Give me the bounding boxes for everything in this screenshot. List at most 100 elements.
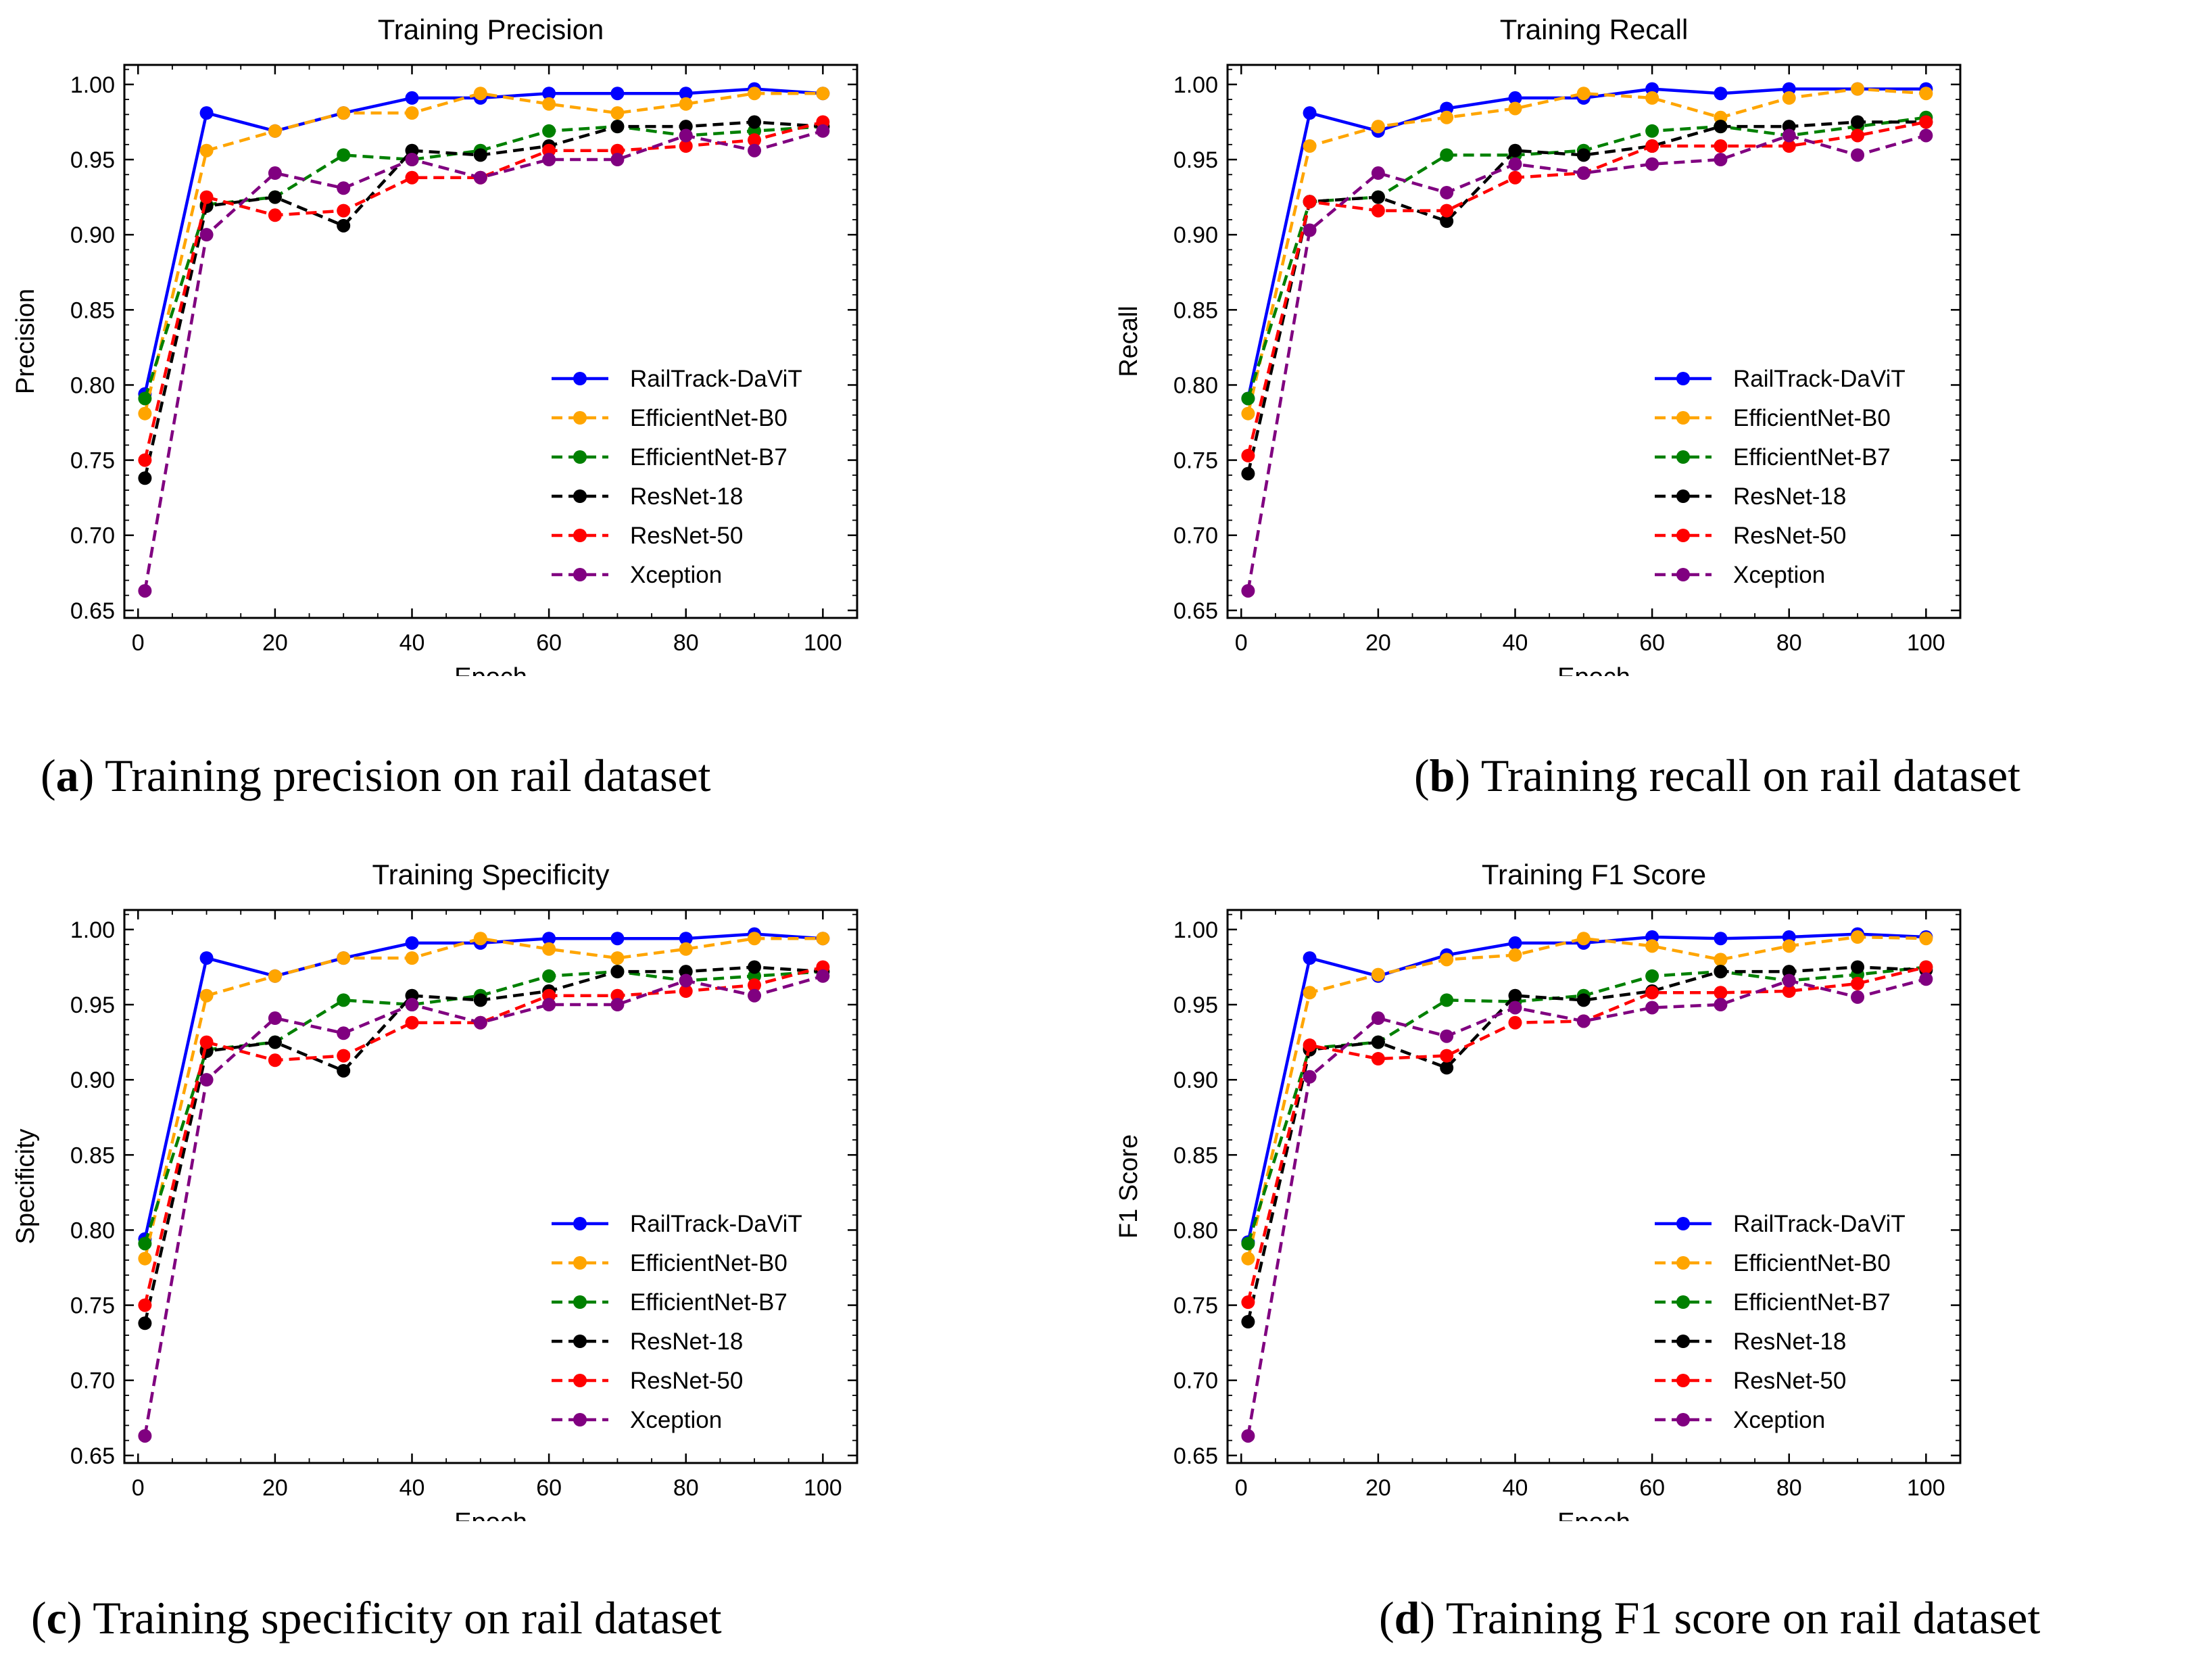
data-point — [199, 228, 214, 242]
x-tick-label: 100 — [1907, 1475, 1945, 1501]
data-point — [1851, 115, 1865, 129]
legend-label: EfficientNet-B7 — [630, 444, 787, 471]
x-tick-label: 20 — [1365, 1475, 1391, 1501]
data-point — [199, 1073, 214, 1087]
y-tick-label: 1.00 — [1173, 917, 1218, 943]
y-tick-label: 0.85 — [1173, 297, 1218, 323]
y-axis-label: Specificity — [11, 1128, 40, 1244]
y-tick-label: 0.95 — [70, 992, 115, 1018]
y-tick-label: 0.80 — [70, 1218, 115, 1243]
data-point — [1782, 91, 1796, 105]
data-point — [1440, 148, 1454, 162]
data-point — [1714, 998, 1728, 1012]
data-point — [337, 218, 351, 233]
caption-b: (b) Training recall on rail dataset — [1414, 750, 2021, 801]
data-point — [405, 91, 419, 105]
y-tick-label: 0.70 — [1173, 523, 1218, 549]
data-point — [1576, 993, 1591, 1007]
data-point — [1440, 1049, 1454, 1063]
caption-text: Training recall on rail dataset — [1480, 750, 2021, 801]
data-point — [268, 124, 282, 138]
chart-panel-b: Training Recall 0 20 40 60 80 100 0.65 0.70 0.75 0… — [1103, 0, 2206, 835]
data-point — [268, 969, 282, 983]
data-point — [610, 153, 625, 167]
data-point — [679, 97, 693, 111]
data-point — [679, 932, 693, 946]
data-point — [1303, 195, 1317, 209]
series-efficientnet-b7 — [138, 120, 830, 406]
x-axis-label: Epoch — [454, 1508, 527, 1521]
data-point — [199, 190, 214, 204]
legend-entry: RailTrack-DaViT — [1655, 1211, 1906, 1237]
series-railtrack-davit — [1241, 82, 1933, 406]
legend-label: Xception — [1733, 1407, 1825, 1433]
y-tick-label: 0.80 — [1173, 1218, 1218, 1243]
data-point — [337, 181, 351, 195]
data-point — [1782, 939, 1796, 953]
legend-marker — [573, 489, 587, 503]
legend-entry: ResNet-50 — [1655, 523, 1846, 549]
legend-entry: ResNet-18 — [552, 483, 743, 510]
series-xception — [138, 969, 830, 1443]
legend-entry: Xception — [552, 1407, 722, 1433]
legend-entry: Xception — [1655, 562, 1825, 588]
plot-frame — [1226, 64, 1962, 619]
chart-f1-score: Training F1 Score 0 20 40 60 80 100 0.65 0.70 0.7… — [1115, 859, 1962, 1521]
data-point — [1645, 91, 1659, 105]
chart-precision: Training Precision 0 20 40 60 80 100 0.65 0.70 0.… — [11, 14, 858, 676]
data-point — [405, 106, 419, 120]
legend-marker — [573, 1217, 587, 1230]
data-point — [1440, 214, 1454, 229]
y-tick-label: 0.70 — [70, 1368, 115, 1394]
series-railtrack-davit — [138, 927, 830, 1246]
legend-label: EfficientNet-B0 — [630, 1250, 787, 1276]
data-point — [1241, 466, 1255, 481]
data-point — [1645, 157, 1659, 171]
x-tick-label: 100 — [1907, 630, 1945, 656]
legend-label: RailTrack-DaViT — [630, 1211, 802, 1237]
series-xception — [1241, 128, 1933, 598]
x-tick-label: 20 — [262, 1475, 288, 1501]
data-point — [1241, 406, 1255, 421]
chart-recall: Training Recall 0 20 40 60 80 100 0.65 0.70 0.75 0… — [1115, 14, 1962, 676]
data-point — [337, 203, 351, 218]
series-line — [143, 129, 823, 592]
y-tick-label: 0.95 — [1173, 147, 1218, 173]
data-point — [679, 87, 693, 101]
data-point — [679, 128, 693, 143]
y-tick-label: 0.90 — [70, 222, 115, 248]
series-line — [1246, 120, 1926, 475]
y-tick-label: 1.00 — [70, 917, 115, 943]
y-tick-label: 0.90 — [1173, 1067, 1218, 1093]
data-point — [1303, 223, 1317, 237]
data-point — [1241, 583, 1255, 598]
data-point — [1508, 936, 1522, 950]
legend-label: ResNet-50 — [630, 523, 743, 549]
caption-d: (d) Training F1 score on rail dataset — [1379, 1592, 2041, 1643]
legend-entry: EfficientNet-B0 — [1655, 1250, 1891, 1276]
data-point — [1714, 932, 1728, 946]
data-point — [473, 148, 487, 162]
data-point — [1241, 1237, 1255, 1251]
y-tick-label: 0.95 — [1173, 992, 1218, 1018]
series-line — [143, 969, 823, 1245]
data-point — [1645, 1001, 1659, 1015]
data-point — [405, 170, 419, 185]
legend-marker — [573, 450, 587, 464]
legend-entry: ResNet-18 — [1655, 483, 1846, 510]
legend-entry: ResNet-50 — [552, 1368, 743, 1394]
data-point — [542, 124, 556, 138]
data-point — [1241, 448, 1255, 462]
legend-marker — [573, 1256, 587, 1270]
data-point — [405, 1015, 419, 1030]
data-point — [1440, 993, 1454, 1007]
data-point — [473, 170, 487, 185]
y-tick-label: 0.75 — [1173, 448, 1218, 474]
series-line — [143, 120, 823, 461]
caption-text: Training precision on rail dataset — [105, 750, 711, 801]
data-point — [1508, 170, 1522, 185]
data-point — [138, 1429, 152, 1443]
legend-marker — [1676, 1217, 1690, 1230]
series-xception — [1241, 972, 1933, 1443]
y-axis-label: F1 Score — [1115, 1134, 1143, 1239]
